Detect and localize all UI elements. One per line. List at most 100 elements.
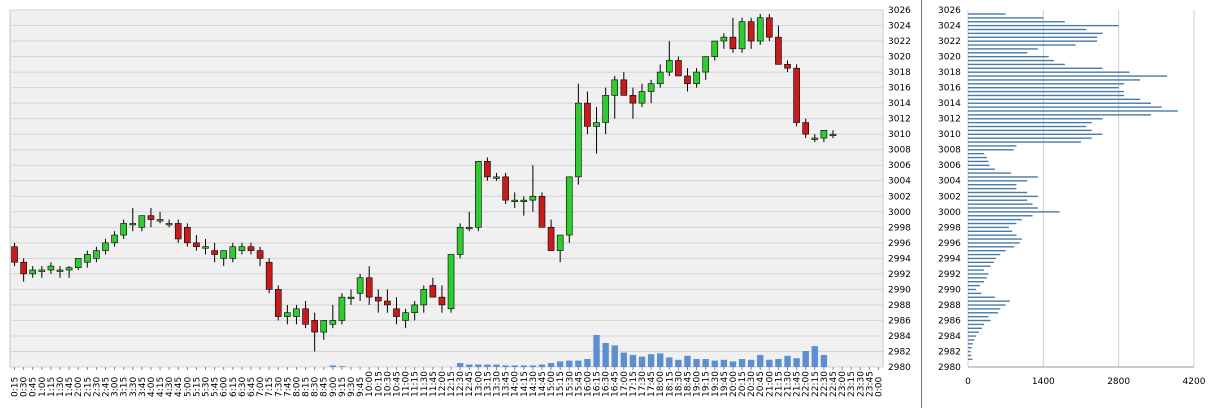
profile-bar [968, 354, 972, 357]
candle [502, 172, 509, 205]
profile-bar [968, 187, 1017, 190]
volume-bar [793, 358, 800, 367]
volume-bar [802, 351, 809, 367]
candle [365, 266, 373, 305]
candle [675, 56, 682, 77]
volume-bar [647, 354, 655, 367]
time-tick-label: 3:00 [111, 377, 121, 397]
profile-volume-label: 2800 [1107, 377, 1130, 387]
profile-bar [968, 79, 1141, 81]
candle [402, 308, 409, 329]
volume-bar [556, 361, 564, 367]
candle [320, 320, 328, 340]
time-tick-label: 2:15 [83, 377, 93, 397]
volume-bar [602, 343, 609, 367]
time-tick-label: 15:15 [556, 371, 566, 397]
candle [83, 250, 91, 268]
candle [793, 64, 800, 127]
time-tick-label: 0:00 [874, 377, 884, 397]
candlestick-chart: 2980 2982 2984 2986 2988 2990 2992 2994 2996 2998… [9, 6, 911, 397]
time-tick-label: 8:45 [320, 377, 330, 397]
profile-bar [968, 238, 1022, 240]
candle [638, 83, 646, 108]
candle [347, 289, 355, 305]
volume-bar [666, 357, 673, 367]
time-tick-label: 6:45 [247, 377, 257, 397]
time-tick-label: 12:15 [447, 371, 457, 397]
candle [775, 25, 782, 65]
candle [193, 235, 200, 251]
profile-bar [968, 191, 1028, 194]
price-tick-label: 2986 [888, 316, 911, 326]
volume-bar [538, 364, 546, 367]
time-tick-label: 14:45 [538, 371, 548, 397]
profile-price-label: 3014 [938, 99, 961, 109]
time-tick-label: 8:30 [311, 377, 321, 397]
time-tick-label: 13:15 [483, 371, 493, 397]
profile-bar [968, 339, 975, 341]
profile-bar [968, 63, 1065, 66]
candle [493, 172, 500, 181]
price-tick-label: 2984 [888, 332, 911, 342]
time-tick-label: 13:45 [502, 371, 512, 397]
profile-bar [968, 253, 1001, 256]
volume-bar [611, 345, 618, 367]
profile-volume-label: 1400 [1032, 377, 1055, 387]
time-tick-label: 5:00 [183, 377, 193, 397]
profile-bar [968, 218, 1022, 221]
profile-price-label: 3006 [938, 161, 961, 171]
profile-bar [968, 156, 987, 159]
volume-bar [720, 359, 728, 367]
profile-price-label: 3018 [938, 68, 961, 78]
profile-bar [968, 323, 985, 326]
time-tick-label: 9:30 [347, 377, 357, 397]
profile-bar [968, 28, 1087, 31]
profile-bar [968, 226, 1009, 229]
profile-price-label: 2982 [938, 347, 961, 357]
time-tick-label: 4:45 [174, 377, 184, 397]
profile-bar [968, 24, 1119, 27]
candle [565, 176, 573, 243]
volume-bar [638, 356, 646, 367]
profile-bar [968, 141, 1081, 143]
volume-bar [584, 359, 591, 367]
profile-price-label: 2988 [938, 301, 961, 311]
panel-divider [921, 0, 922, 408]
profile-bar [968, 52, 1028, 54]
volume-bar [456, 363, 464, 367]
price-tick-label: 3016 [888, 84, 911, 94]
time-tick-label: 18:15 [665, 371, 675, 397]
candle [693, 68, 700, 88]
volume-profile-chart: 2980 2982 2984 2986 2988 2990 2992 2994 2996 2998… [938, 6, 1206, 387]
profile-bar [968, 40, 1098, 42]
profile-price-label: 2996 [938, 239, 961, 249]
profile-volume-label: 0 [965, 377, 971, 387]
profile-bar [968, 211, 1060, 213]
candle [302, 301, 309, 329]
profile-bar [968, 300, 1010, 302]
profile-bar [968, 114, 1151, 116]
profile-price-label: 3020 [938, 53, 961, 63]
price-tick-label: 3004 [888, 177, 911, 187]
time-tick-label: 23:45 [865, 371, 875, 397]
candle [465, 211, 473, 232]
candle [829, 130, 837, 139]
profile-bar [968, 13, 1006, 15]
price-tick-label: 3022 [888, 37, 911, 47]
volume-bar [338, 366, 346, 367]
candle [156, 211, 164, 224]
time-tick-label: 15:45 [574, 371, 584, 397]
time-tick-label: 20:30 [747, 371, 757, 397]
time-tick-label: 2:45 [101, 377, 111, 397]
time-tick-label: 1:15 [47, 377, 57, 397]
time-tick-label: 20:00 [729, 371, 739, 397]
profile-bar [968, 249, 1006, 252]
time-tick-label: 15:30 [565, 371, 575, 397]
candle [511, 192, 519, 208]
time-tick-label: 6:15 [229, 377, 239, 397]
candle [93, 246, 100, 263]
profile-price-label: 3008 [938, 146, 961, 156]
profile-bar [968, 273, 989, 275]
price-tick-label: 2992 [888, 270, 911, 280]
candle [556, 234, 564, 263]
